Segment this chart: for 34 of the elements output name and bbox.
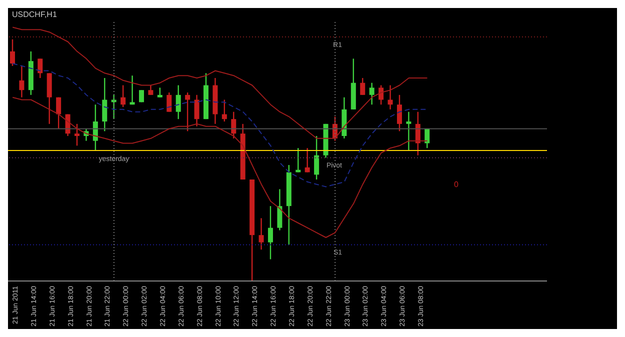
candlestick (157, 87, 162, 98)
candlestick (194, 94, 200, 127)
chart-title: USDCHF,H1 (12, 10, 57, 19)
candlestick (19, 65, 24, 98)
candlestick (138, 89, 144, 103)
candlestick (415, 111, 420, 156)
candlestick (304, 147, 310, 173)
candlestick (268, 205, 273, 260)
candlestick (222, 99, 227, 122)
candlestick (360, 77, 366, 96)
candlestick (424, 128, 430, 149)
candlestick (258, 218, 264, 250)
candlestick (277, 188, 282, 231)
candlestick (56, 96, 62, 130)
candlestick (185, 92, 190, 132)
annotation: 0 (454, 180, 458, 189)
candlestick (406, 111, 412, 152)
candlestick (396, 94, 402, 132)
candlestick (231, 111, 236, 140)
candlestick (38, 58, 43, 79)
candlestick (120, 84, 126, 108)
candlestick (378, 84, 384, 106)
candlestick (102, 77, 108, 132)
candlestick (176, 84, 181, 120)
candlestick (314, 135, 320, 180)
candlestick (166, 92, 172, 112)
candlestick (388, 84, 393, 110)
candlestick (148, 84, 154, 96)
candlestick (74, 123, 80, 146)
candlestick (10, 38, 15, 67)
candlestick (296, 147, 301, 173)
candlestick (92, 104, 98, 152)
candlestick (369, 82, 374, 106)
candlestick (130, 74, 135, 106)
